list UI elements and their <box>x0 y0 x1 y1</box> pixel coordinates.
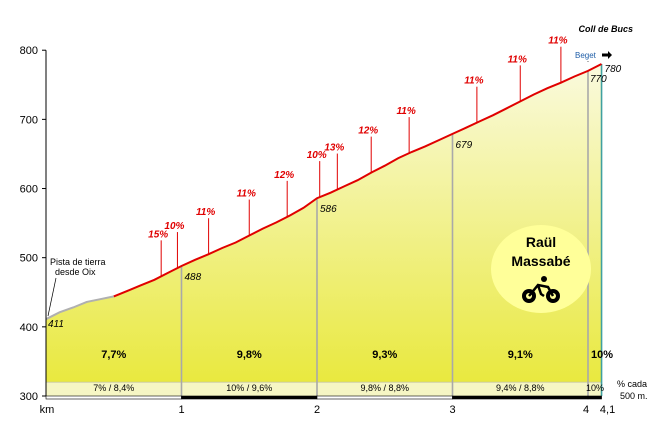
elevation-marker: 770 <box>590 74 607 85</box>
dirt-track-annotation: Pista de tierra <box>50 257 106 267</box>
half-km-label: 9,8% / 8,8% <box>360 383 409 393</box>
elevation-marker: 586 <box>320 204 337 215</box>
author-logo-background <box>491 225 591 313</box>
cyclist-icon <box>522 276 560 303</box>
segment-average-label: 9,3% <box>372 349 397 361</box>
dirt-track-line <box>45 295 115 321</box>
half-km-label: 10% <box>586 383 604 393</box>
gradient-label: 11% <box>196 207 215 218</box>
y-tick-label: 400 <box>20 322 38 334</box>
gradient-label: 12% <box>358 126 378 137</box>
x-tick-label: 3 <box>449 404 455 416</box>
km-scale-bar <box>452 395 589 400</box>
x-tick-label: 2 <box>314 404 320 416</box>
chart-title: Coll de Bucs <box>578 24 633 34</box>
x-tick-label: km <box>40 404 55 416</box>
y-tick-label: 500 <box>20 253 38 265</box>
km-scale-bar <box>181 395 318 400</box>
half-km-strip <box>46 382 602 396</box>
end-point-label: Beget <box>575 51 597 60</box>
gradient-label: 10% <box>164 221 184 232</box>
gradient-label: 15% <box>148 229 168 240</box>
y-tick-label: 300 <box>20 391 38 403</box>
dirt-track-annotation: desde Oix <box>55 267 96 277</box>
segment-average-label: 10% <box>591 349 613 361</box>
half-km-label: 7% / 8,4% <box>93 383 134 393</box>
author-name-line1: Raül <box>526 234 556 250</box>
elevation-marker: 488 <box>185 272 202 283</box>
profile-area <box>46 64 602 396</box>
gradient-label: 10% <box>307 150 327 161</box>
segment-average-label: 7,7% <box>101 349 126 361</box>
x-tick-label: 4,1 <box>600 404 615 416</box>
gradient-label: 13% <box>324 143 344 154</box>
y-tick-label: 700 <box>20 114 38 126</box>
half-km-label: 10% / 9,6% <box>226 383 272 393</box>
arrow-right-icon <box>602 51 612 59</box>
dirt-track-pointer <box>47 277 57 317</box>
half-km-note: % cada <box>617 379 647 389</box>
gradient-label: 11% <box>396 106 415 117</box>
gradient-label: 11% <box>548 36 567 47</box>
x-tick-label: 1 <box>178 404 184 416</box>
x-tick-label: 4 <box>583 404 589 416</box>
author-name-line2: Massabé <box>511 253 570 269</box>
y-tick-label: 800 <box>20 45 38 57</box>
elevation-marker: 411 <box>48 319 64 330</box>
y-tick-label: 600 <box>20 184 38 196</box>
km-scale-bar <box>45 395 182 400</box>
gradient-label: 12% <box>274 170 294 181</box>
half-km-note: 500 m. <box>620 391 648 401</box>
gradient-label: 11% <box>237 189 256 200</box>
segment-average-label: 9,1% <box>508 349 533 361</box>
author-logo: Raül Massabé <box>491 225 591 313</box>
gradient-label: 11% <box>508 54 527 65</box>
half-km-label: 9,4% / 8,8% <box>496 383 545 393</box>
km-scale-bar <box>316 395 453 400</box>
km-scale-bar <box>587 395 602 400</box>
profile-line <box>113 63 602 298</box>
elevation-marker: 679 <box>456 140 473 151</box>
segment-average-label: 9,8% <box>237 349 262 361</box>
gradient-label: 11% <box>464 76 483 87</box>
elevation-marker: 780 <box>605 64 622 75</box>
